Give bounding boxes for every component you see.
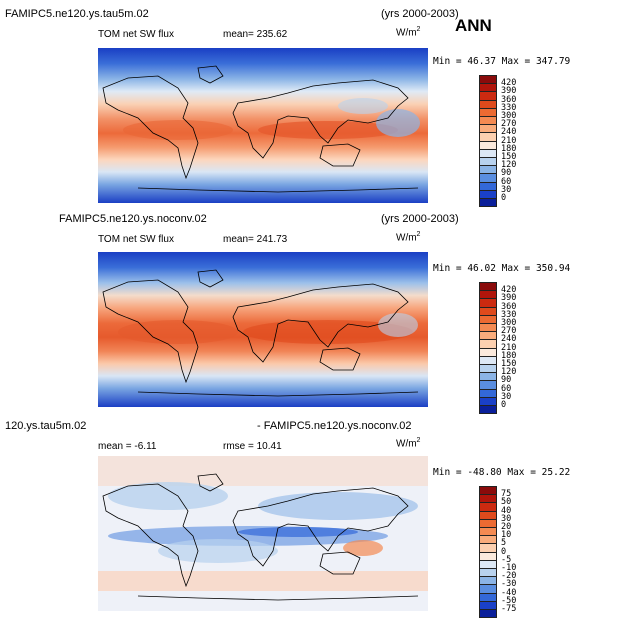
panel3-colorbar-label: 75 bbox=[501, 489, 512, 500]
panel3-map bbox=[98, 456, 428, 611]
panel1-colorbar-label: 210 bbox=[501, 135, 517, 146]
panel3-minmax: Min = -48.80 Max = 25.22 bbox=[433, 467, 571, 478]
panel2-mean: mean= 241.73 bbox=[223, 234, 288, 245]
panel2-colorbar-label: 420 bbox=[501, 285, 517, 296]
panel3-colorbar-label: -40 bbox=[501, 587, 517, 598]
panel2-colorbar-label: 210 bbox=[501, 342, 517, 353]
panel1-minmax: Min = 46.37 Max = 347.79 bbox=[433, 56, 571, 67]
panel1-colorbar-label: 420 bbox=[501, 78, 517, 89]
panel2-case-title: FAMIPC5.ne120.ys.noconv.02 bbox=[59, 213, 207, 225]
panel3-colorbar-label: -75 bbox=[501, 604, 517, 614]
panel2-colorbar-label: 0 bbox=[501, 400, 507, 410]
panel2-years: (yrs 2000-2003) bbox=[381, 213, 459, 225]
panel1-units: W/m2 bbox=[396, 26, 421, 39]
panel3-colorbar-label: -5 bbox=[501, 554, 512, 565]
panel3-colorbar-swatch bbox=[479, 609, 497, 619]
panel1-colorbar-label: 120 bbox=[501, 160, 517, 171]
panel2-map bbox=[98, 252, 428, 407]
panel1-colorbar-label: 330 bbox=[501, 102, 517, 113]
panel1-colorbar-label: 300 bbox=[501, 111, 517, 121]
panel1-colorbar-label: 90 bbox=[501, 168, 512, 179]
panel1-colorbar-label: 30 bbox=[501, 184, 512, 195]
panel2-colorbar-label: 150 bbox=[501, 359, 517, 369]
panel2-colorbar-label: 90 bbox=[501, 375, 512, 386]
panel1-colorbar-label: 240 bbox=[501, 127, 517, 138]
panel3-colorbar-label: -20 bbox=[501, 571, 517, 582]
panel1-case-title: FAMIPC5.ne120.ys.tau5m.02 bbox=[5, 8, 149, 20]
season-label: ANN bbox=[455, 16, 492, 35]
panel1-colorbar-label: 390 bbox=[501, 86, 517, 97]
panel3-case-title: 120.ys.tau5m.02 bbox=[5, 420, 87, 432]
panel3-colorbar-label: 50 bbox=[501, 497, 512, 508]
panel3-colorbar-label: 0 bbox=[501, 546, 507, 557]
panel2-colorbar-label: 300 bbox=[501, 318, 517, 328]
panel1-colorbar-label: 360 bbox=[501, 94, 517, 105]
panel3-colorbar-label: 40 bbox=[501, 505, 512, 516]
panel3-rmse: rmse = 10.41 bbox=[223, 441, 282, 452]
panel3-colorbar-label: -10 bbox=[501, 563, 517, 573]
panel2-colorbar-label: 180 bbox=[501, 350, 517, 361]
panel3-mean: mean = -6.11 bbox=[98, 441, 157, 452]
panel3-colorbar-label: 20 bbox=[501, 522, 512, 532]
panel1-colorbar-label: 270 bbox=[501, 119, 517, 130]
panel3-units: W/m2 bbox=[396, 437, 421, 450]
panel1-field: TOM net SW flux bbox=[98, 29, 174, 40]
panel2-field: TOM net SW flux bbox=[98, 234, 174, 245]
panel3-colorbar-label: -30 bbox=[501, 579, 517, 590]
panel3-colorbar-label: 10 bbox=[501, 530, 512, 541]
panel2-colorbar-label: 360 bbox=[501, 301, 517, 312]
panel2-colorbar-label: 270 bbox=[501, 326, 517, 337]
panel2-colorbar-label: 120 bbox=[501, 367, 517, 378]
panel3-colorbar-label: -50 bbox=[501, 595, 517, 606]
panel2-units: W/m2 bbox=[396, 231, 421, 244]
panel1-colorbar-label: 0 bbox=[501, 193, 507, 203]
panel2-colorbar-label: 240 bbox=[501, 334, 517, 345]
panel2-minmax: Min = 46.02 Max = 350.94 bbox=[433, 263, 571, 274]
panel1-mean: mean= 235.62 bbox=[223, 29, 288, 40]
panel2-colorbar-swatch bbox=[479, 405, 497, 415]
panel2-colorbar-label: 60 bbox=[501, 383, 512, 394]
panel2-colorbar-label: 30 bbox=[501, 391, 512, 402]
panel2-colorbar-label: 330 bbox=[501, 309, 517, 320]
panel1-map bbox=[98, 48, 428, 203]
panel2-colorbar-label: 390 bbox=[501, 293, 517, 304]
panel3-colorbar-label: 30 bbox=[501, 513, 512, 524]
panel1-colorbar-swatch bbox=[479, 198, 497, 208]
panel1-colorbar-label: 150 bbox=[501, 152, 517, 162]
panel3-case2: - FAMIPC5.ne120.ys.noconv.02 bbox=[257, 420, 412, 432]
panel3-colorbar-label: 5 bbox=[501, 538, 507, 549]
panel1-colorbar-label: 180 bbox=[501, 143, 517, 154]
panel1-years: (yrs 2000-2003) bbox=[381, 8, 459, 20]
panel1-colorbar-label: 60 bbox=[501, 176, 512, 187]
